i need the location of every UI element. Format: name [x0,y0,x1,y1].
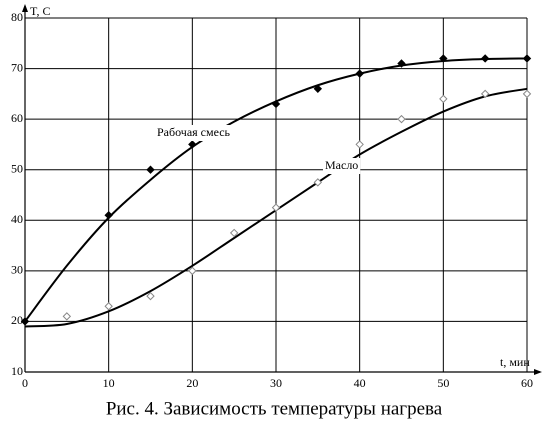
y-tick-label: 80 [11,10,23,24]
x-tick-label: 40 [354,376,366,390]
series-label: Рабочая смесь [157,125,231,139]
data-point [355,140,364,149]
x-tick-label: 60 [521,376,533,390]
data-point [229,228,239,238]
data-point [313,84,323,94]
data-point [480,54,490,63]
data-point [188,266,197,276]
x-axis-arrow [534,369,542,375]
data-point [188,140,197,149]
data-point [480,89,490,99]
y-tick-label: 10 [11,364,23,378]
data-point [146,291,155,301]
data-point [522,54,532,63]
y-tick-label: 60 [11,111,23,125]
label-background [155,125,233,141]
data-point [313,178,323,187]
label-background [323,158,361,174]
data-point [104,302,113,311]
y-tick-label: 70 [11,60,23,74]
y-axis-arrow [22,4,28,12]
data-point [271,203,281,212]
data-point [62,312,72,321]
x-tick-label: 50 [437,376,449,390]
data-point [439,54,448,63]
data-point [397,59,406,68]
data-point [20,317,30,326]
series-label: Масло [325,158,358,172]
data-point [146,165,155,174]
x-tick-label: 20 [186,376,198,390]
y-axis-label: T, C [30,4,50,18]
y-tick-label: 30 [11,263,23,277]
x-tick-label: 10 [103,376,115,390]
y-tick-label: 20 [11,313,23,327]
y-tick-label: 40 [11,212,23,226]
caption: Рис. 4. Зависимость температуры нагрева [106,398,443,419]
y-tick-label: 50 [11,161,23,175]
data-point [439,94,448,104]
data-point [522,89,532,99]
x-tick-label: 30 [270,376,282,390]
data-point [397,114,406,124]
data-point [271,99,281,109]
data-point [355,69,364,78]
x-axis-label: t, мин [500,355,530,369]
data-point [104,211,113,220]
x-tick-label: 0 [22,376,28,390]
